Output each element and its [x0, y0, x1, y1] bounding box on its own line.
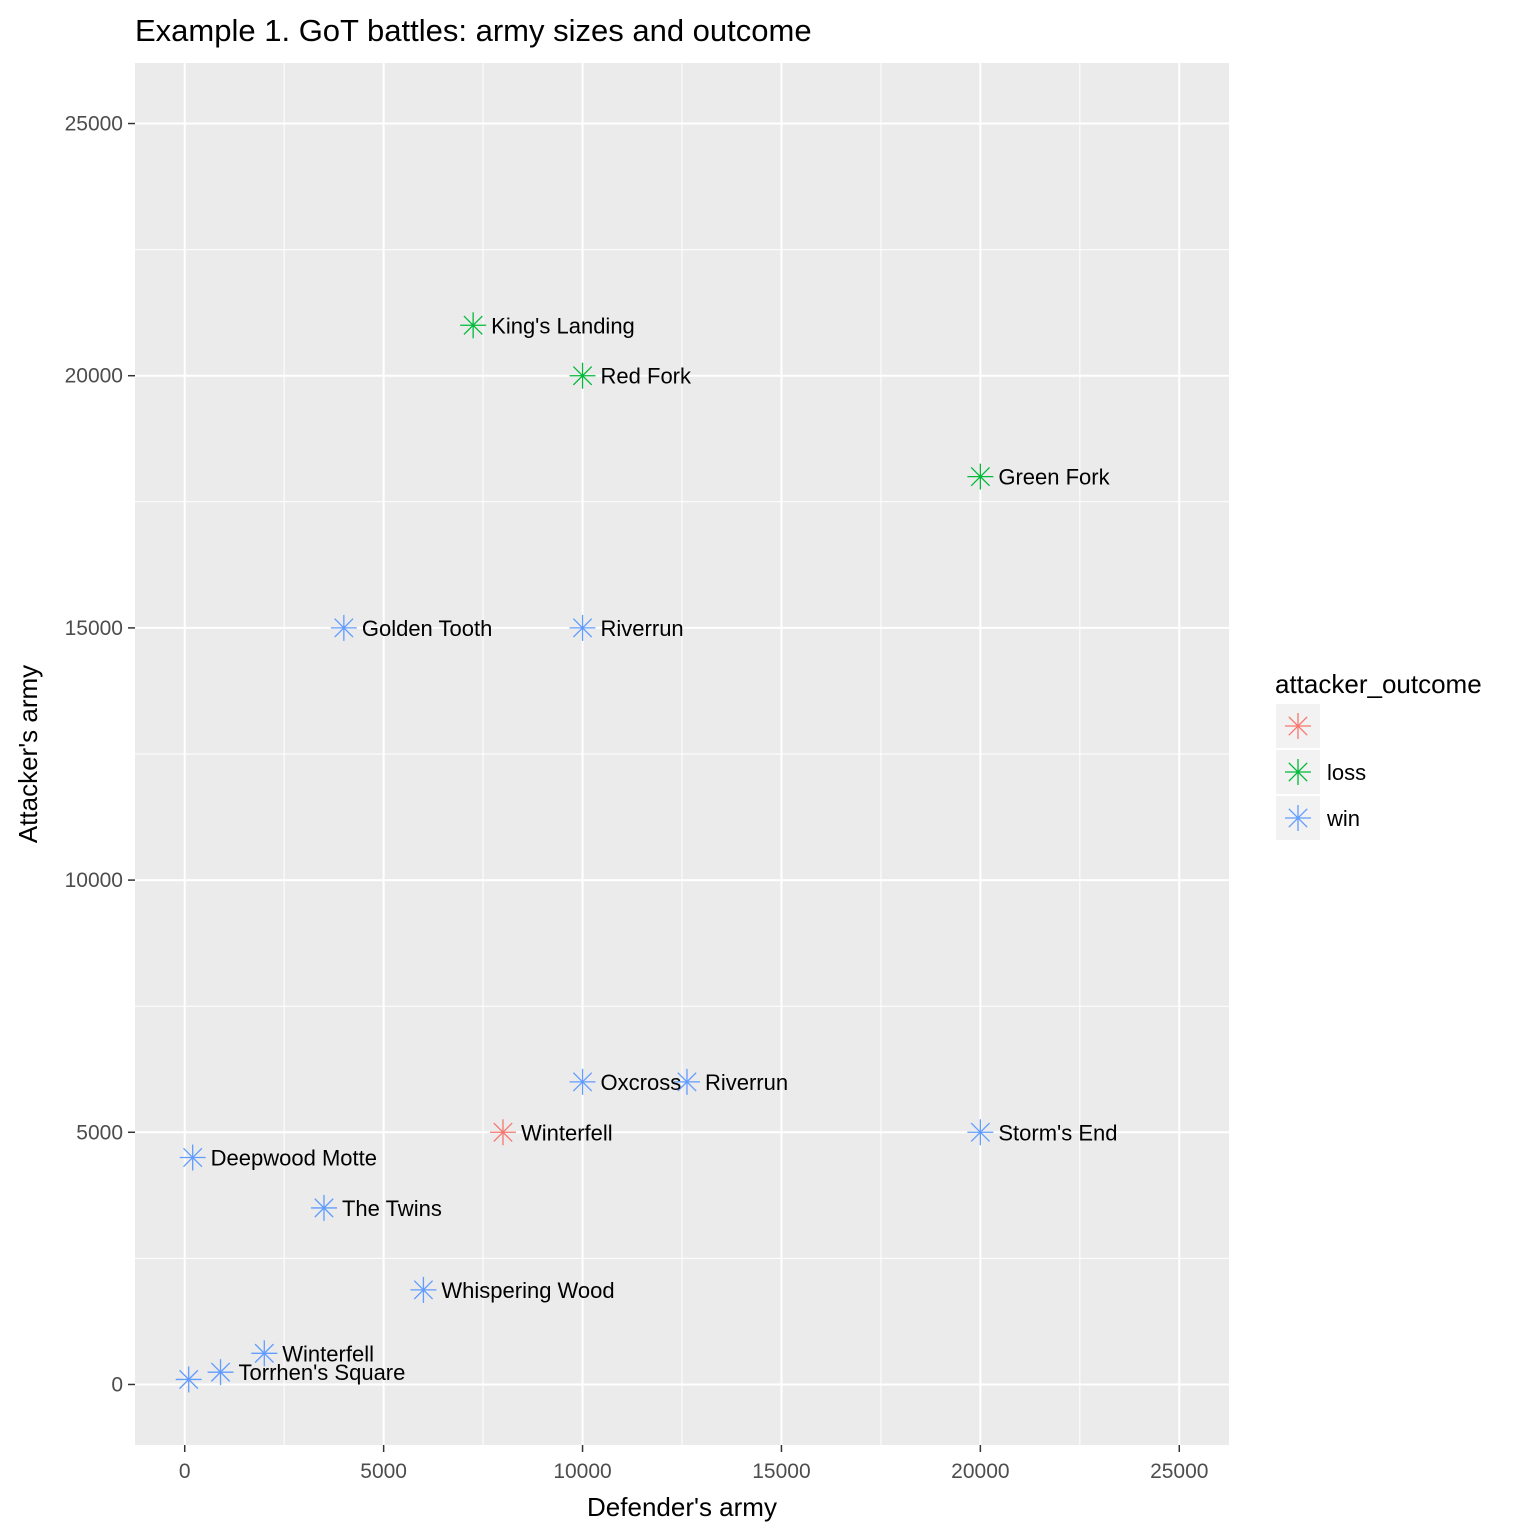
data-point — [175, 1366, 202, 1393]
legend-label: loss — [1327, 760, 1366, 785]
point-label: Red Fork — [601, 364, 692, 389]
y-tick-label: 0 — [111, 1373, 123, 1396]
legend-entry — [1276, 704, 1320, 748]
legend-label: win — [1326, 806, 1360, 831]
legend-asterisk-icon — [1285, 805, 1311, 831]
y-axis-title: Attacker's army — [13, 665, 43, 843]
legend-asterisk-icon — [1285, 759, 1311, 785]
x-tick-label: 15000 — [752, 1460, 810, 1483]
data-point — [410, 1276, 437, 1303]
point-label: Winterfell — [282, 1341, 374, 1366]
point-label: Riverrun — [705, 1070, 788, 1095]
y-axis: 0 5000 10000 15000 20000 25000 — [65, 113, 135, 1396]
point-label: Golden Tooth — [362, 616, 492, 641]
x-tick-label: 5000 — [360, 1460, 407, 1483]
y-tick-label: 5000 — [76, 1121, 123, 1144]
y-tick-label: 10000 — [65, 869, 123, 892]
point-label: Whispering Wood — [441, 1278, 614, 1303]
point-label: Oxcross — [601, 1070, 682, 1095]
data-point — [330, 614, 357, 641]
legend-entry: win — [1276, 796, 1360, 840]
chart-title: Example 1. GoT battles: army sizes and o… — [135, 13, 812, 48]
point-label: King's Landing — [491, 313, 635, 338]
legend-entries: loss win — [1276, 704, 1366, 840]
point-label: Riverrun — [601, 616, 684, 641]
point-label: Green Fork — [998, 465, 1110, 490]
x-axis-title: Defender's army — [587, 1492, 777, 1522]
data-point — [569, 362, 596, 389]
data-point — [673, 1068, 700, 1095]
data-point — [460, 312, 487, 339]
legend-asterisk-icon — [1285, 713, 1311, 739]
point-label: Storm's End — [998, 1120, 1117, 1145]
y-tick-label: 15000 — [65, 617, 123, 640]
data-point — [207, 1359, 234, 1386]
data-point — [967, 463, 994, 490]
point-label: The Twins — [342, 1196, 442, 1221]
point-label: Winterfell — [521, 1120, 613, 1145]
x-tick-label: 20000 — [951, 1460, 1009, 1483]
point-label: Deepwood Motte — [211, 1146, 377, 1171]
data-point — [489, 1119, 516, 1146]
legend: attacker_outcome loss win — [1275, 669, 1482, 840]
point-label: Torrhen's Square — [239, 1360, 406, 1385]
data-point — [569, 614, 596, 641]
data-points — [175, 312, 994, 1393]
y-tick-label: 25000 — [65, 113, 123, 136]
grid-major — [135, 63, 1229, 1445]
data-point — [569, 1068, 596, 1095]
legend-title: attacker_outcome — [1275, 669, 1482, 699]
y-tick-label: 20000 — [65, 365, 123, 388]
data-point — [251, 1340, 278, 1367]
x-axis: 0 5000 10000 15000 20000 25000 — [179, 1445, 1208, 1483]
data-point — [310, 1194, 337, 1221]
x-tick-label: 25000 — [1150, 1460, 1208, 1483]
grid-minor — [135, 63, 1229, 1445]
x-tick-label: 10000 — [553, 1460, 611, 1483]
data-point — [967, 1119, 994, 1146]
data-point — [179, 1144, 206, 1171]
x-tick-label: 0 — [179, 1460, 191, 1483]
point-labels: King's Landing Red Fork Green Fork Golden T… — [211, 313, 1118, 1385]
legend-entry: loss — [1276, 750, 1366, 794]
